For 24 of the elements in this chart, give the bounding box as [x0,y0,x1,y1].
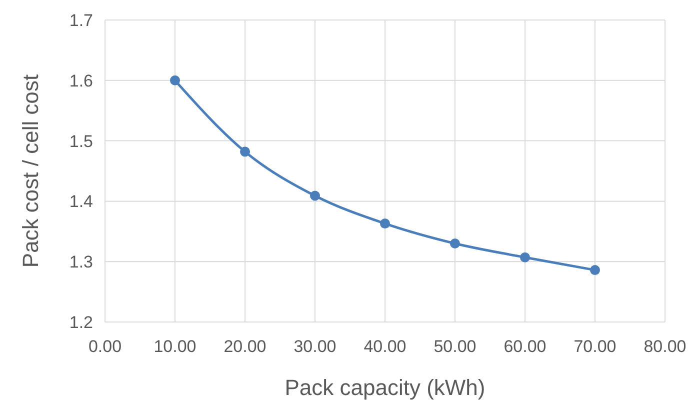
y-axis-title: Pack cost / cell cost [18,74,43,268]
y-tick-label: 1.2 [69,312,93,332]
y-tick-label: 1.4 [69,192,93,212]
y-tick-label: 1.6 [69,71,93,90]
x-tick-label: 10.00 [154,337,196,356]
y-tick-label: 1.7 [69,10,93,30]
point [240,146,250,157]
y-tick-label: 1.3 [69,252,93,272]
y-tick-label: 1.5 [69,132,93,151]
point [590,265,600,276]
x-axis-title: Pack capacity (kWh) [284,375,486,400]
point [450,238,460,248]
point [520,252,530,262]
x-tick-label: 0.00 [88,337,122,356]
point [170,75,180,86]
x-tick-label: 50.00 [434,337,476,356]
x-tick-label: 70.00 [574,337,616,356]
x-tick-label: 80.00 [644,337,686,356]
point [310,190,320,201]
x-tick-label: 40.00 [364,337,406,356]
x-tick-label: 60.00 [504,337,546,356]
point [380,218,390,229]
x-tick-label: 20.00 [224,337,266,356]
x-tick-label: 30.00 [294,337,336,356]
